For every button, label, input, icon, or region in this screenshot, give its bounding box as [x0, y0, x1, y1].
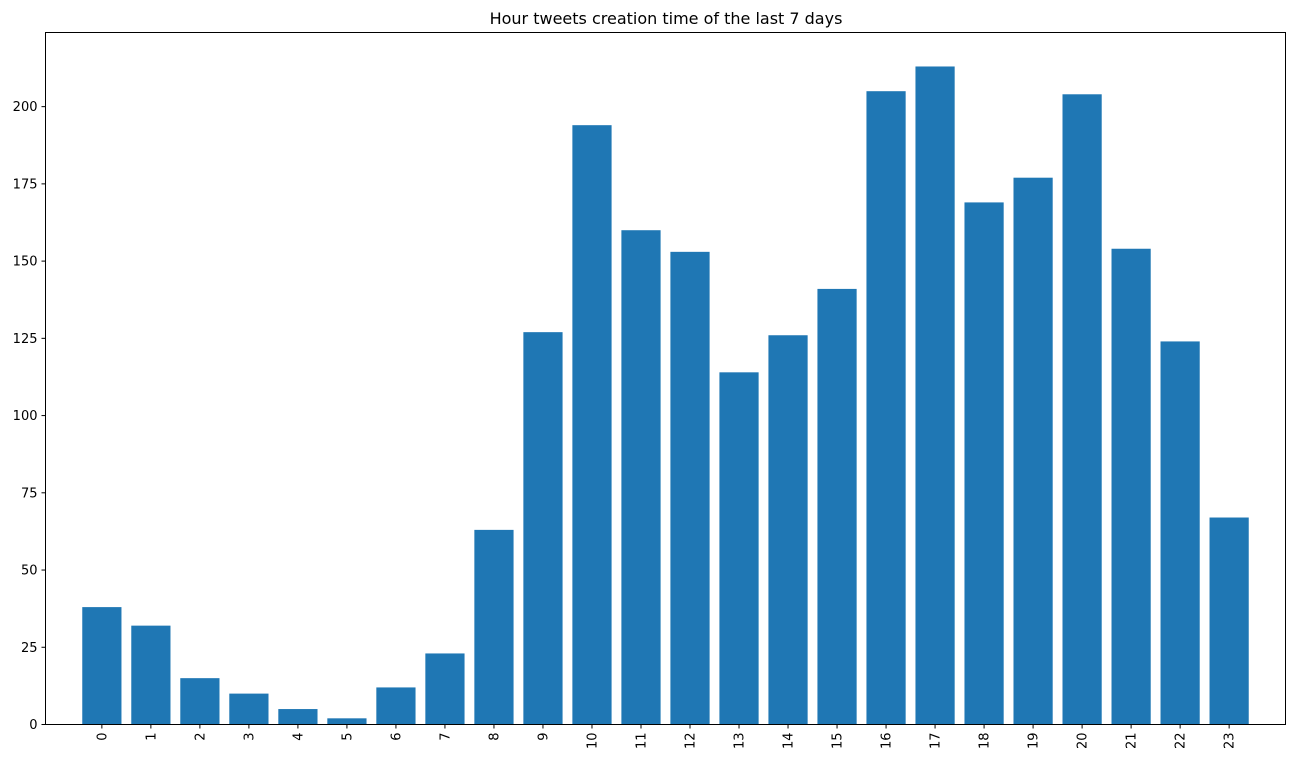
bar-hour-14	[768, 335, 808, 725]
x-tick-label: 17	[929, 733, 944, 750]
y-tick-label: 125	[13, 332, 38, 347]
bar-hour-5	[327, 718, 367, 725]
bar-hour-12	[670, 251, 710, 725]
y-axis: 0 25 50 75 100 125 150 175 200	[13, 100, 46, 733]
x-tick-label: 9	[536, 733, 551, 741]
bar-hour-3	[229, 693, 269, 725]
bar-hour-0	[82, 607, 122, 725]
bar-hour-11	[621, 230, 661, 725]
x-tick-label: 1	[144, 733, 159, 741]
x-tick-label: 10	[585, 733, 600, 750]
x-tick-label: 3	[242, 733, 257, 741]
bar-hour-23	[1209, 517, 1249, 725]
x-axis: 0 1 2 3 4 5 6 7 8 9 10 11 12 13 14 15 16 17 18 19 20 21 22 23	[95, 724, 1238, 750]
x-tick-label: 23	[1223, 733, 1238, 750]
x-tick-label: 7	[438, 733, 453, 741]
x-tick-label: 14	[782, 733, 797, 750]
y-tick-label: 100	[13, 409, 38, 424]
bar-hour-13	[719, 372, 759, 725]
bar-hour-9	[523, 332, 563, 725]
x-tick-label: 11	[634, 733, 649, 750]
bar-hour-2	[180, 678, 220, 725]
bar-hour-18	[964, 202, 1004, 725]
x-tick-label: 4	[291, 733, 306, 741]
bar-hour-19	[1013, 177, 1053, 725]
bar-hour-16	[866, 91, 906, 725]
bar-hour-10	[572, 125, 612, 725]
chart-title: Hour tweets creation time of the last 7 …	[490, 9, 843, 28]
y-tick-label: 175	[13, 177, 38, 192]
x-tick-label: 0	[95, 733, 110, 741]
x-tick-label: 16	[880, 733, 895, 750]
y-tick-label: 75	[21, 486, 38, 501]
bar-hour-1	[131, 625, 171, 725]
x-tick-label: 18	[978, 733, 993, 750]
y-tick-label: 150	[13, 255, 38, 270]
x-tick-label: 5	[340, 733, 355, 741]
x-tick-label: 13	[733, 733, 748, 750]
bar-hour-8	[474, 529, 514, 725]
bar-hour-20	[1062, 94, 1102, 725]
x-tick-label: 15	[831, 733, 846, 750]
y-tick-label: 50	[21, 564, 38, 579]
plot-frame	[45, 32, 1286, 725]
x-tick-label: 2	[193, 733, 208, 741]
x-tick-label: 8	[487, 733, 502, 741]
x-tick-label: 20	[1076, 733, 1091, 750]
x-tick-label: 6	[389, 733, 404, 741]
bar-hour-22	[1160, 341, 1200, 725]
y-tick-label: 25	[21, 641, 38, 656]
x-tick-label: 12	[684, 733, 699, 750]
bar-hour-15	[817, 288, 857, 725]
y-tick-label: 200	[13, 100, 38, 115]
bar-hour-21	[1111, 248, 1151, 725]
y-tick-label: 0	[29, 718, 37, 733]
bar-hour-4	[278, 709, 318, 725]
x-tick-label: 22	[1174, 733, 1189, 750]
x-tick-label: 19	[1027, 733, 1042, 750]
bar-hour-7	[425, 653, 465, 725]
bar-hour-17	[915, 66, 955, 725]
x-tick-label: 21	[1125, 733, 1140, 750]
bar-hour-6	[376, 687, 416, 725]
bars-group	[82, 66, 1249, 725]
